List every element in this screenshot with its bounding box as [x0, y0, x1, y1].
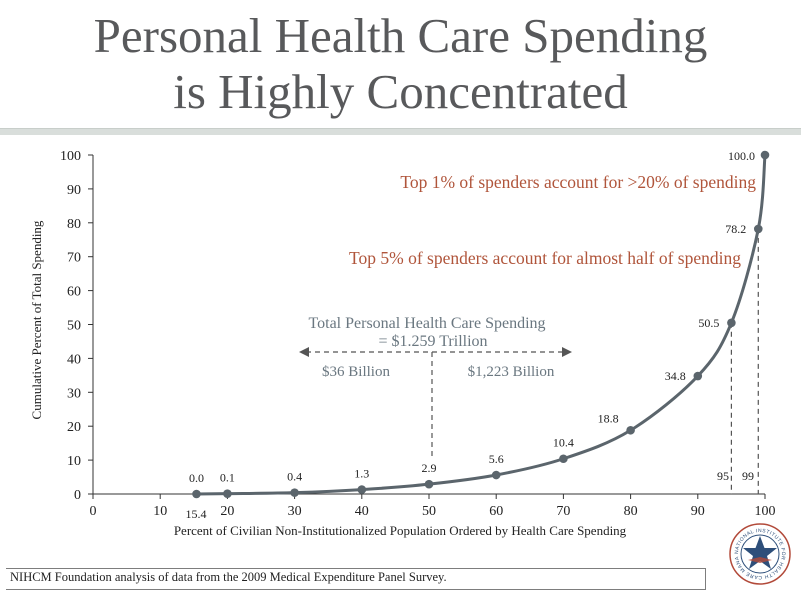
y-tick-label: 100 [60, 149, 81, 164]
x-axis-label: Percent of Civilian Non-Institutionalize… [174, 523, 627, 538]
data-label: 1.3 [354, 467, 369, 481]
nihcm-seal-logo: NATIONAL INSTITUTE FOR HEALTH CARE MANAG… [728, 522, 791, 585]
data-label: 0.0 [189, 471, 204, 485]
data-point [491, 470, 501, 480]
seal-star-icon [743, 536, 777, 569]
data-point [626, 425, 635, 435]
annotation-total-line2: = $1.259 Trillion [378, 333, 487, 350]
y-tick-label: 20 [67, 420, 81, 435]
x-tick-label: 100 [755, 504, 776, 519]
data-label: 10.4 [553, 436, 574, 450]
data-point [223, 489, 232, 498]
annotation-top1: Top 1% of spenders account for >20% of s… [400, 172, 756, 192]
y-tick-label: 50 [67, 319, 81, 334]
data-point [424, 479, 434, 489]
data-label: 100.0 [728, 149, 755, 163]
x-tick-label: 10 [153, 504, 167, 519]
annotation-right-amount: $1,223 Billion [468, 364, 555, 380]
data-label: 2.9 [422, 461, 437, 475]
data-label: 50.5 [698, 316, 719, 330]
data-point [753, 224, 763, 234]
title-line-2: is Highly Concentrated [173, 64, 628, 119]
data-label: 0.1 [220, 471, 235, 485]
annotation-total-line1: Total Personal Health Care Spending [308, 315, 545, 332]
data-label: 78.2 [725, 222, 746, 236]
y-tick-label: 60 [67, 285, 81, 300]
title-divider [0, 128, 801, 135]
x-tick-label: 70 [556, 504, 570, 519]
annotation-top5: Top 5% of spenders account for almost ha… [349, 248, 741, 268]
x-tick-label: 20 [220, 504, 234, 519]
marker-99-label: 99 [742, 469, 754, 483]
data-label: 0.4 [287, 470, 302, 484]
marker-15-4-label: 15.4 [186, 507, 207, 521]
x-tick-label: 0 [90, 504, 97, 519]
y-tick-label: 40 [67, 352, 81, 367]
y-axis-label: Cumulative Percent of Total Spending [29, 220, 44, 419]
x-tick-label: 50 [422, 504, 436, 519]
data-label: 5.6 [489, 452, 504, 466]
data-point [559, 454, 568, 464]
x-tick-label: 30 [288, 504, 302, 519]
y-tick-label: 10 [67, 454, 81, 469]
data-point [290, 488, 299, 497]
y-tick-label: 90 [67, 183, 81, 198]
annotation-left-amount: $36 Billion [322, 364, 390, 380]
data-label: 34.8 [665, 369, 686, 383]
y-tick-label: 70 [67, 251, 81, 266]
y-tick-label: 80 [67, 217, 81, 232]
slide-title: Personal Health Care Spending is Highly … [0, 8, 801, 120]
footer-box [6, 568, 706, 590]
x-tick-label: 40 [355, 504, 369, 519]
chart-points [192, 150, 770, 499]
x-tick-label: 80 [624, 504, 638, 519]
arrow-right-icon [562, 347, 572, 357]
data-point [693, 371, 703, 381]
title-line-1: Personal Health Care Spending [93, 8, 708, 63]
marker-95-label: 95 [717, 469, 729, 483]
arrow-left-icon [299, 347, 309, 357]
y-tick-label: 30 [67, 386, 81, 401]
chart-data-labels: 0.0 0.1 0.4 1.3 2.9 5.6 10.4 18.8 34.8 50.5 78.2 10… [189, 149, 755, 485]
data-point [727, 318, 736, 328]
data-point [357, 485, 367, 494]
y-tick-label: 0 [74, 488, 81, 503]
x-tick-label: 90 [691, 504, 705, 519]
source-footnote: NIHCM Foundation analysis of data from t… [10, 570, 447, 584]
x-tick-label: 60 [489, 504, 503, 519]
data-point [192, 489, 201, 499]
data-point [760, 150, 770, 160]
chart-ticks: 0 10 20 30 40 50 60 70 80 90 100 0 10 20 30 40 50 60 70 80 9… [60, 149, 776, 519]
chart-guides [299, 228, 759, 494]
data-label: 18.8 [598, 411, 619, 425]
